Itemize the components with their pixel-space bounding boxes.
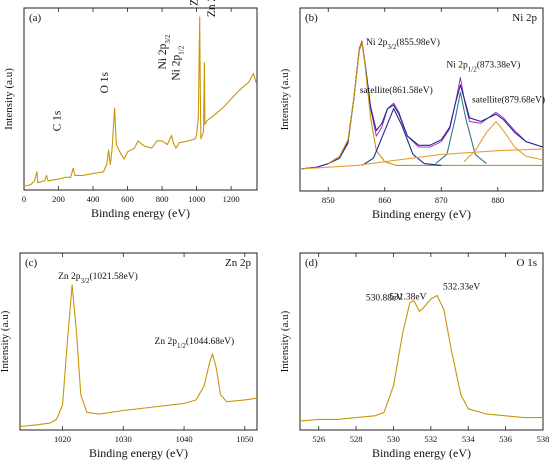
- x-tick-label: 526: [312, 434, 325, 444]
- series-line-1: [299, 294, 543, 422]
- panel-label: (c): [25, 257, 38, 269]
- x-tick-label: 1020: [54, 434, 71, 444]
- chart-panel-2: 850 860 870 880 Binding energy (eV) Intensity…: [279, 7, 545, 221]
- x-tick-label: 538: [537, 434, 550, 444]
- annotation-label: Zn 2p1/2: [206, 0, 221, 17]
- x-tick-label: 1000: [188, 194, 205, 204]
- panel-title: O 1s: [517, 257, 537, 269]
- annotation-label: Zn 2p1/2(1044.68eV): [155, 336, 235, 350]
- chart-panel-4: 526 528 530 532 534 536 538 Binding energy (eV)…: [279, 252, 550, 460]
- annotation-label: Ni 2p1/2(873.38eV): [446, 60, 520, 74]
- panel-label: (b): [305, 12, 318, 24]
- series-line-6: [463, 120, 544, 163]
- annotation-label: 531.38eV: [389, 292, 426, 302]
- x-tick-label: 532: [424, 434, 437, 444]
- y-axis-label: Intensity (a.u): [0, 310, 11, 372]
- x-axis-label: Binding energy (eV): [372, 446, 471, 460]
- y-axis-label: Intensity (a.u): [3, 68, 15, 130]
- annotation-label: O 1s: [99, 71, 111, 93]
- plot-frame: [299, 7, 544, 192]
- series-line-1: [23, 16, 257, 187]
- annotation-label: Zn 2p3/2(1021.58eV): [58, 271, 138, 285]
- x-tick-label: 1030: [115, 434, 132, 444]
- x-tick-label: 1040: [176, 434, 193, 444]
- x-tick-label: 530: [387, 434, 400, 444]
- x-tick-label: 534: [462, 434, 476, 444]
- x-tick-label: 400: [87, 194, 100, 204]
- x-tick-label: 200: [52, 194, 65, 204]
- x-axis-label: Binding energy (eV): [91, 206, 190, 220]
- plot-frame: [299, 252, 544, 431]
- annotation-label: satellite(879.68eV): [472, 94, 545, 105]
- series-line-4: [361, 108, 442, 166]
- x-tick-label: 1200: [223, 194, 240, 204]
- x-tick-label: 880: [491, 195, 504, 205]
- annotation-label: satellite(861.58eV): [360, 85, 433, 96]
- plot-frame: [19, 252, 258, 431]
- x-axis-label: Binding energy (eV): [372, 207, 471, 221]
- chart-panel-1: 0 200 400 600 800 1000 1200 Binding energy (eV)…: [3, 0, 258, 220]
- series-line-1: [19, 284, 258, 428]
- x-tick-label: 870: [435, 195, 448, 205]
- x-tick-label: 800: [156, 194, 169, 204]
- annotation-label: Ni 2p3/2: [157, 34, 172, 69]
- y-axis-label: Intensity (a.u): [279, 68, 291, 130]
- panel-label: (a): [29, 12, 42, 24]
- plot-frame: [23, 7, 258, 191]
- series-line-3: [327, 42, 543, 166]
- panel-label: (d): [305, 257, 318, 269]
- annotation-label: Ni 2p3/2(855.98eV): [366, 37, 440, 51]
- x-tick-label: 1050: [236, 434, 253, 444]
- panel-title: Ni 2p: [512, 12, 537, 24]
- annotation-label: C 1s: [51, 110, 63, 131]
- annotation-label: Zn 2p3/2: [189, 0, 204, 6]
- x-tick-label: 536: [499, 434, 512, 444]
- annotation-label: Ni 2p1/2: [171, 45, 186, 80]
- x-tick-label: 860: [378, 195, 391, 205]
- x-tick-label: 850: [322, 195, 335, 205]
- x-tick-label: 600: [121, 194, 134, 204]
- annotation-label: 532.33eV: [443, 282, 480, 292]
- x-tick-label: 0: [22, 194, 26, 204]
- chart-panel-3: 1020 1030 1040 1050 Binding energy (eV) Inten…: [0, 252, 258, 460]
- x-tick-label: 528: [350, 434, 363, 444]
- x-axis-label: Binding energy (eV): [89, 446, 188, 460]
- annotation-label: 530.88eV: [366, 294, 403, 304]
- series-line-7: [299, 148, 544, 170]
- panel-title: Zn 2p: [225, 257, 251, 269]
- y-axis-label: Intensity (a.u): [279, 310, 291, 372]
